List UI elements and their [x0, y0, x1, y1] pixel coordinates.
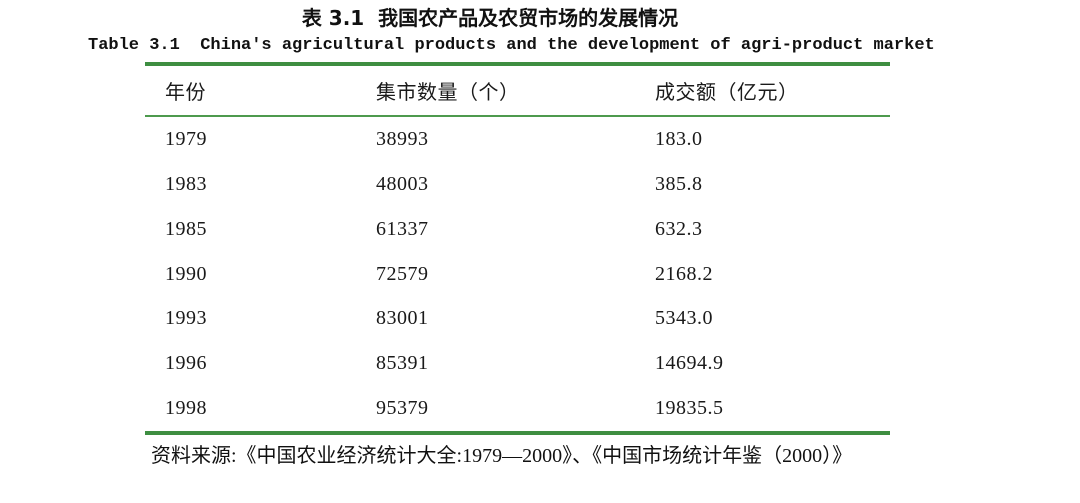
cell-transaction-volume: 5343.0	[655, 307, 713, 330]
header-transaction-volume: 成交额（亿元）	[655, 82, 799, 104]
table-bottom-rule	[145, 431, 890, 436]
cell-market-count: 85391	[376, 352, 429, 375]
table-row: 1996 85391 14694.9	[145, 341, 890, 386]
table-caption-en: Table 3.1 China's agricultural products …	[88, 36, 935, 55]
table-row: 1979 38993 183.0	[145, 117, 890, 162]
cell-market-count: 95379	[376, 397, 429, 420]
cell-market-count: 48003	[376, 172, 429, 195]
cell-market-count: 61337	[376, 217, 429, 240]
table-header-rule	[145, 115, 890, 117]
cell-year: 1996	[165, 352, 207, 375]
table-body: 1979 38993 183.0 1983 48003 385.8 1985 61337 632…	[145, 117, 890, 431]
cell-year: 1983	[165, 172, 207, 195]
data-table: 年份 集市数量（个） 成交额（亿元） 1979 38993 183.0 1983 480…	[145, 62, 890, 436]
cell-market-count: 72579	[376, 262, 429, 285]
cell-transaction-volume: 385.8	[655, 172, 703, 195]
cell-transaction-volume: 183.0	[655, 127, 703, 150]
cell-transaction-volume: 632.3	[655, 217, 703, 240]
cell-transaction-volume: 19835.5	[655, 397, 724, 420]
cell-year: 1998	[165, 397, 207, 420]
table-row: 1998 95379 19835.5	[145, 386, 890, 431]
cell-transaction-volume: 2168.2	[655, 262, 713, 285]
table-header-row: 年份 集市数量（个） 成交额（亿元）	[145, 66, 890, 115]
table-row: 1983 48003 385.8	[145, 162, 890, 207]
table-row: 1993 83001 5343.0	[145, 296, 890, 341]
cell-year: 1979	[165, 127, 207, 150]
table-caption-zh: 表 3.1 我国农产品及农贸市场的发展情况	[301, 6, 679, 30]
cell-year: 1990	[165, 262, 207, 285]
cell-market-count: 38993	[376, 127, 429, 150]
cell-year: 1993	[165, 307, 207, 330]
header-year: 年份	[165, 82, 206, 104]
header-market-count: 集市数量（个）	[376, 82, 520, 104]
table-row: 1985 61337 632.3	[145, 207, 890, 252]
table-top-rule	[145, 62, 890, 66]
source-note: 资料来源:《中国农业经济统计大全:1979—2000》、《中国市场统计年鉴（20…	[151, 445, 853, 467]
cell-transaction-volume: 14694.9	[655, 352, 724, 375]
cell-year: 1985	[165, 217, 207, 240]
table-row: 1990 72579 2168.2	[145, 252, 890, 297]
cell-market-count: 83001	[376, 307, 429, 330]
